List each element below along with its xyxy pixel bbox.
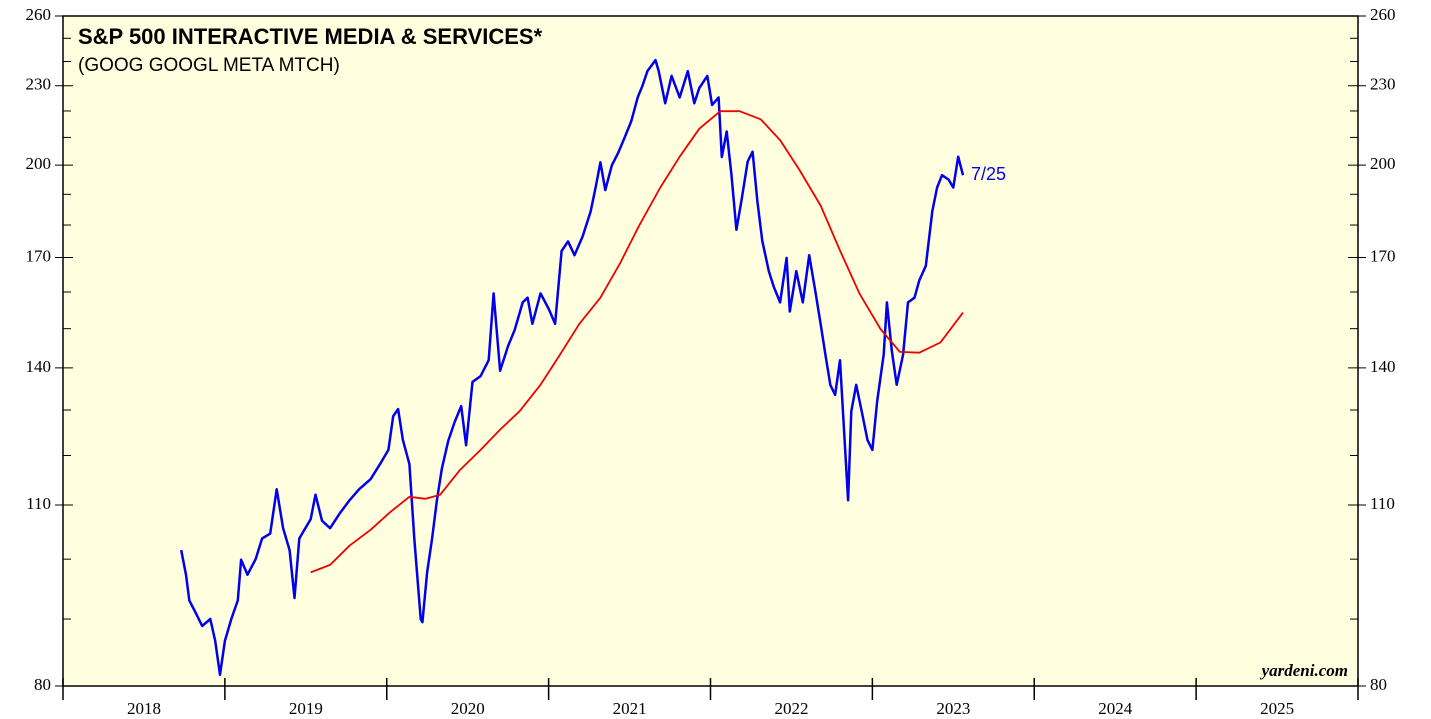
x-tick-label: 2025 — [1260, 699, 1294, 718]
x-tick-label: 2022 — [774, 699, 808, 718]
x-tick-label: 2020 — [451, 699, 485, 718]
source: yardeni.com — [1260, 661, 1348, 680]
y2-tick-label: 230 — [1370, 75, 1396, 94]
y2-tick-label: 170 — [1370, 246, 1396, 265]
y-tick-label: 200 — [26, 154, 52, 173]
x-tick-label: 2023 — [936, 699, 970, 718]
plot-area — [62, 15, 1359, 687]
chart-title: S&P 500 INTERACTIVE MEDIA & SERVICES* — [78, 24, 543, 49]
y2-tick-label: 140 — [1370, 357, 1396, 376]
y-tick-label: 110 — [26, 494, 51, 513]
y-tick-label: 260 — [26, 5, 52, 24]
y2-tick-label: 110 — [1370, 494, 1395, 513]
chart-subtitle: (GOOG GOOGL META MTCH) — [78, 55, 340, 76]
x-tick-label: 2024 — [1098, 699, 1133, 718]
x-tick-label: 2019 — [289, 699, 323, 718]
y2-tick-label: 260 — [1370, 5, 1396, 24]
end-label: 7/25 — [971, 164, 1006, 184]
x-tick-label: 2018 — [127, 699, 161, 718]
x-tick-label: 2021 — [613, 699, 647, 718]
y2-tick-label: 80 — [1370, 675, 1387, 694]
series-line — [179, 58, 965, 676]
y-tick-label: 140 — [26, 357, 52, 376]
y2-tick-label: 200 — [1370, 154, 1396, 173]
y-tick-label: 80 — [34, 675, 51, 694]
series-line — [310, 110, 964, 574]
y-tick-label: 170 — [26, 246, 52, 265]
y-tick-label: 230 — [26, 75, 52, 94]
